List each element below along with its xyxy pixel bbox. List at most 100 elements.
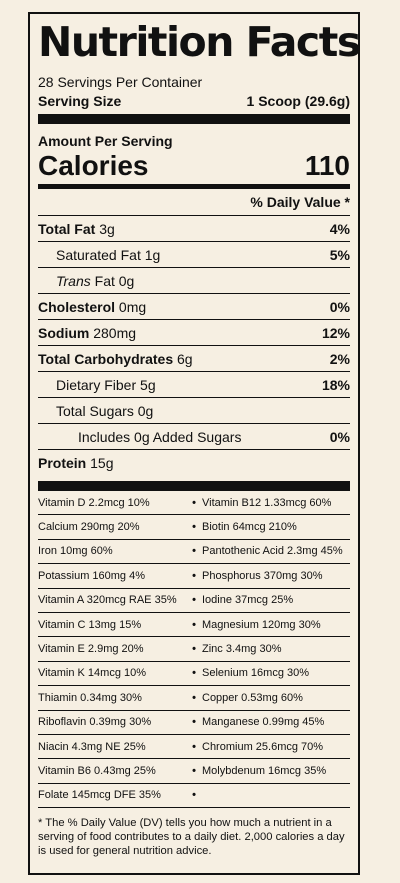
nutrient-name: Includes 0g Added Sugars bbox=[78, 428, 242, 445]
bullet-icon: • bbox=[192, 545, 196, 558]
nutrient-amount: 6g bbox=[177, 350, 193, 367]
nutrient-amount: 1g bbox=[144, 246, 161, 263]
vitamin-right: Molybdenum 16mcg 35% bbox=[202, 764, 327, 777]
bullet-icon: • bbox=[192, 789, 196, 802]
serving-size-value: 1 Scoop (29.6g) bbox=[246, 93, 350, 109]
vitamin-grid: Vitamin D 2.2mcg 10% • Vitamin B12 1.33mcg… bbox=[38, 491, 350, 809]
nutrient-amount: 0mg bbox=[118, 298, 147, 315]
vitamin-left: Vitamin C 13mg 15% bbox=[38, 618, 142, 631]
vitamin-left: Potassium 160mg 4% bbox=[38, 569, 145, 582]
vitamin-right: Zinc 3.4mg 30% bbox=[202, 643, 282, 656]
nutrient-name: Total Carbohydrates bbox=[38, 350, 174, 367]
divider-thick bbox=[38, 481, 350, 491]
vitamin-right: Manganese 0.99mg 45% bbox=[202, 716, 325, 729]
bullet-icon: • bbox=[192, 667, 196, 680]
nutrient-row-total-carbohydrates: Total Carbohydrates 6g 2% bbox=[38, 345, 350, 371]
nutrient-pct: 5% bbox=[329, 246, 350, 263]
nutrient-amount: 3g bbox=[99, 220, 115, 237]
servings-per-container: 28 Servings Per Container bbox=[38, 74, 203, 90]
vitamin-left: Vitamin A 320mcg RAE 35% bbox=[38, 594, 177, 607]
vitamin-right: Phosphorus 370mg 30% bbox=[202, 569, 323, 582]
vitamin-left: Vitamin D 2.2mcg 10% bbox=[38, 496, 150, 509]
nutrient-pct: 4% bbox=[329, 220, 350, 237]
vitamin-left: Vitamin B6 0.43mg 25% bbox=[38, 764, 156, 777]
nutrient-name: Dietary Fiber bbox=[56, 376, 137, 393]
bullet-icon: • bbox=[192, 716, 196, 729]
vitamin-right: Vitamin B12 1.33mcg 60% bbox=[202, 496, 332, 509]
vitamin-row: Vitamin E 2.9mg 20% • Zinc 3.4mg 30% bbox=[38, 637, 350, 662]
nutrient-row-dietary-fiber: Dietary Fiber 5g 18% bbox=[38, 371, 350, 397]
bullet-icon: • bbox=[192, 643, 196, 656]
calories-value: 110 bbox=[304, 150, 350, 181]
vitamin-right: Copper 0.53mg 60% bbox=[202, 691, 303, 704]
nutrient-amount: 15g bbox=[90, 454, 114, 471]
calories-row: Calories 110 bbox=[38, 151, 350, 181]
vitamin-left: Vitamin K 14mcg 10% bbox=[38, 667, 147, 680]
vitamin-right: Pantothenic Acid 2.3mg 45% bbox=[202, 545, 343, 558]
vitamin-row: Potassium 160mg 4% • Phosphorus 370mg 30% bbox=[38, 564, 350, 589]
vitamin-row: Vitamin A 320mcg RAE 35% • Iodine 37mcg 25… bbox=[38, 589, 350, 613]
divider-medium bbox=[38, 184, 350, 189]
vitamin-left: Iron 10mg 60% bbox=[38, 545, 113, 558]
vitamin-right: Iodine 37mcg 25% bbox=[202, 594, 294, 607]
bullet-icon: • bbox=[192, 764, 196, 777]
bullet-icon: • bbox=[192, 496, 196, 509]
nutrient-row-added-sugars: Includes 0g Added Sugars 0% bbox=[38, 423, 350, 449]
bullet-icon: • bbox=[192, 594, 196, 607]
vitamin-right: Selenium 16mcg 30% bbox=[202, 667, 310, 680]
nutrient-pct: 2% bbox=[329, 350, 350, 367]
divider-thick bbox=[38, 114, 350, 124]
nutrient-name: Sodium bbox=[38, 324, 90, 341]
bullet-icon: • bbox=[192, 691, 196, 704]
bullet-icon: • bbox=[192, 740, 196, 753]
footnote: * The % Daily Value (DV) tells you how m… bbox=[38, 817, 345, 858]
nutrition-label: Nutrition Facts 28 Servings Per Containe… bbox=[28, 12, 361, 875]
nutrient-name: Saturated Fat bbox=[56, 246, 141, 263]
vitamin-right: Chromium 25.6mcg 70% bbox=[202, 740, 324, 753]
nutrient-pct: 12% bbox=[321, 324, 350, 341]
nutrient-name: Cholesterol bbox=[38, 298, 116, 315]
nutrient-pct: 0% bbox=[329, 428, 350, 445]
vitamin-row: Vitamin B6 0.43mg 25% • Molybdenum 16mcg 3… bbox=[38, 759, 350, 784]
nutrient-name: Total Sugars bbox=[56, 402, 134, 419]
bullet-icon: • bbox=[192, 618, 196, 631]
vitamin-left: Vitamin E 2.9mg 20% bbox=[38, 643, 144, 656]
vitamin-left: Calcium 290mg 20% bbox=[38, 521, 140, 534]
vitamin-right: Magnesium 120mg 30% bbox=[202, 618, 321, 631]
serving-size-row: Serving Size 1 Scoop (29.6g) bbox=[38, 92, 350, 110]
vitamin-row: Riboflavin 0.39mg 30% • Manganese 0.99mg 4… bbox=[38, 711, 350, 735]
amount-per-serving: Amount Per Serving bbox=[38, 133, 173, 149]
vitamin-left: Folate 145mcg DFE 35% bbox=[38, 789, 161, 802]
vitamin-row: Iron 10mg 60% • Pantothenic Acid 2.3mg 45% bbox=[38, 540, 350, 565]
vitamin-right: Biotin 64mcg 210% bbox=[202, 521, 297, 534]
vitamin-row: Vitamin D 2.2mcg 10% • Vitamin B12 1.33mcg… bbox=[38, 491, 350, 516]
nutrient-pct: 0% bbox=[329, 298, 350, 315]
label-title: Nutrition Facts bbox=[38, 18, 361, 66]
nutrient-amount: 5g bbox=[140, 376, 156, 393]
nutrient-row-total-fat: Total Fat 3g 4% bbox=[38, 215, 350, 241]
nutrient-row-sodium: Sodium 280mg 12% bbox=[38, 319, 350, 345]
bullet-icon: • bbox=[192, 569, 196, 582]
nutrient-amount: Fat 0g bbox=[94, 272, 135, 289]
vitamin-left: Riboflavin 0.39mg 30% bbox=[38, 716, 152, 729]
nutrient-amount: 0g bbox=[137, 402, 154, 419]
vitamin-row: Folate 145mcg DFE 35% • bbox=[38, 784, 350, 809]
bullet-icon: • bbox=[192, 521, 196, 534]
serving-size-label: Serving Size bbox=[38, 93, 122, 109]
nutrient-name: Trans bbox=[56, 272, 91, 289]
vitamin-row: Vitamin K 14mcg 10% • Selenium 16mcg 30% bbox=[38, 662, 350, 687]
vitamin-row: Calcium 290mg 20% • Biotin 64mcg 210% bbox=[38, 515, 350, 540]
nutrient-row-saturated-fat: Saturated Fat 1g 5% bbox=[38, 241, 350, 267]
nutrient-row-total-sugars: Total Sugars 0g bbox=[38, 397, 350, 423]
nutrient-row-trans-fat: Trans Fat 0g bbox=[38, 267, 350, 293]
vitamin-left: Thiamin 0.34mg 30% bbox=[38, 691, 142, 704]
vitamin-row: Thiamin 0.34mg 30% • Copper 0.53mg 60% bbox=[38, 686, 350, 711]
calories-label: Calories bbox=[38, 150, 149, 181]
vitamin-left: Niacin 4.3mg NE 25% bbox=[38, 740, 146, 753]
vitamin-row: Vitamin C 13mg 15% • Magnesium 120mg 30% bbox=[38, 613, 350, 638]
vitamin-row: Niacin 4.3mg NE 25% • Chromium 25.6mcg 70% bbox=[38, 735, 350, 760]
nutrient-name: Protein bbox=[38, 454, 87, 471]
nutrient-row-cholesterol: Cholesterol 0mg 0% bbox=[38, 293, 350, 319]
nutrient-pct: 18% bbox=[321, 376, 350, 393]
daily-value-header: % Daily Value * bbox=[250, 194, 350, 210]
